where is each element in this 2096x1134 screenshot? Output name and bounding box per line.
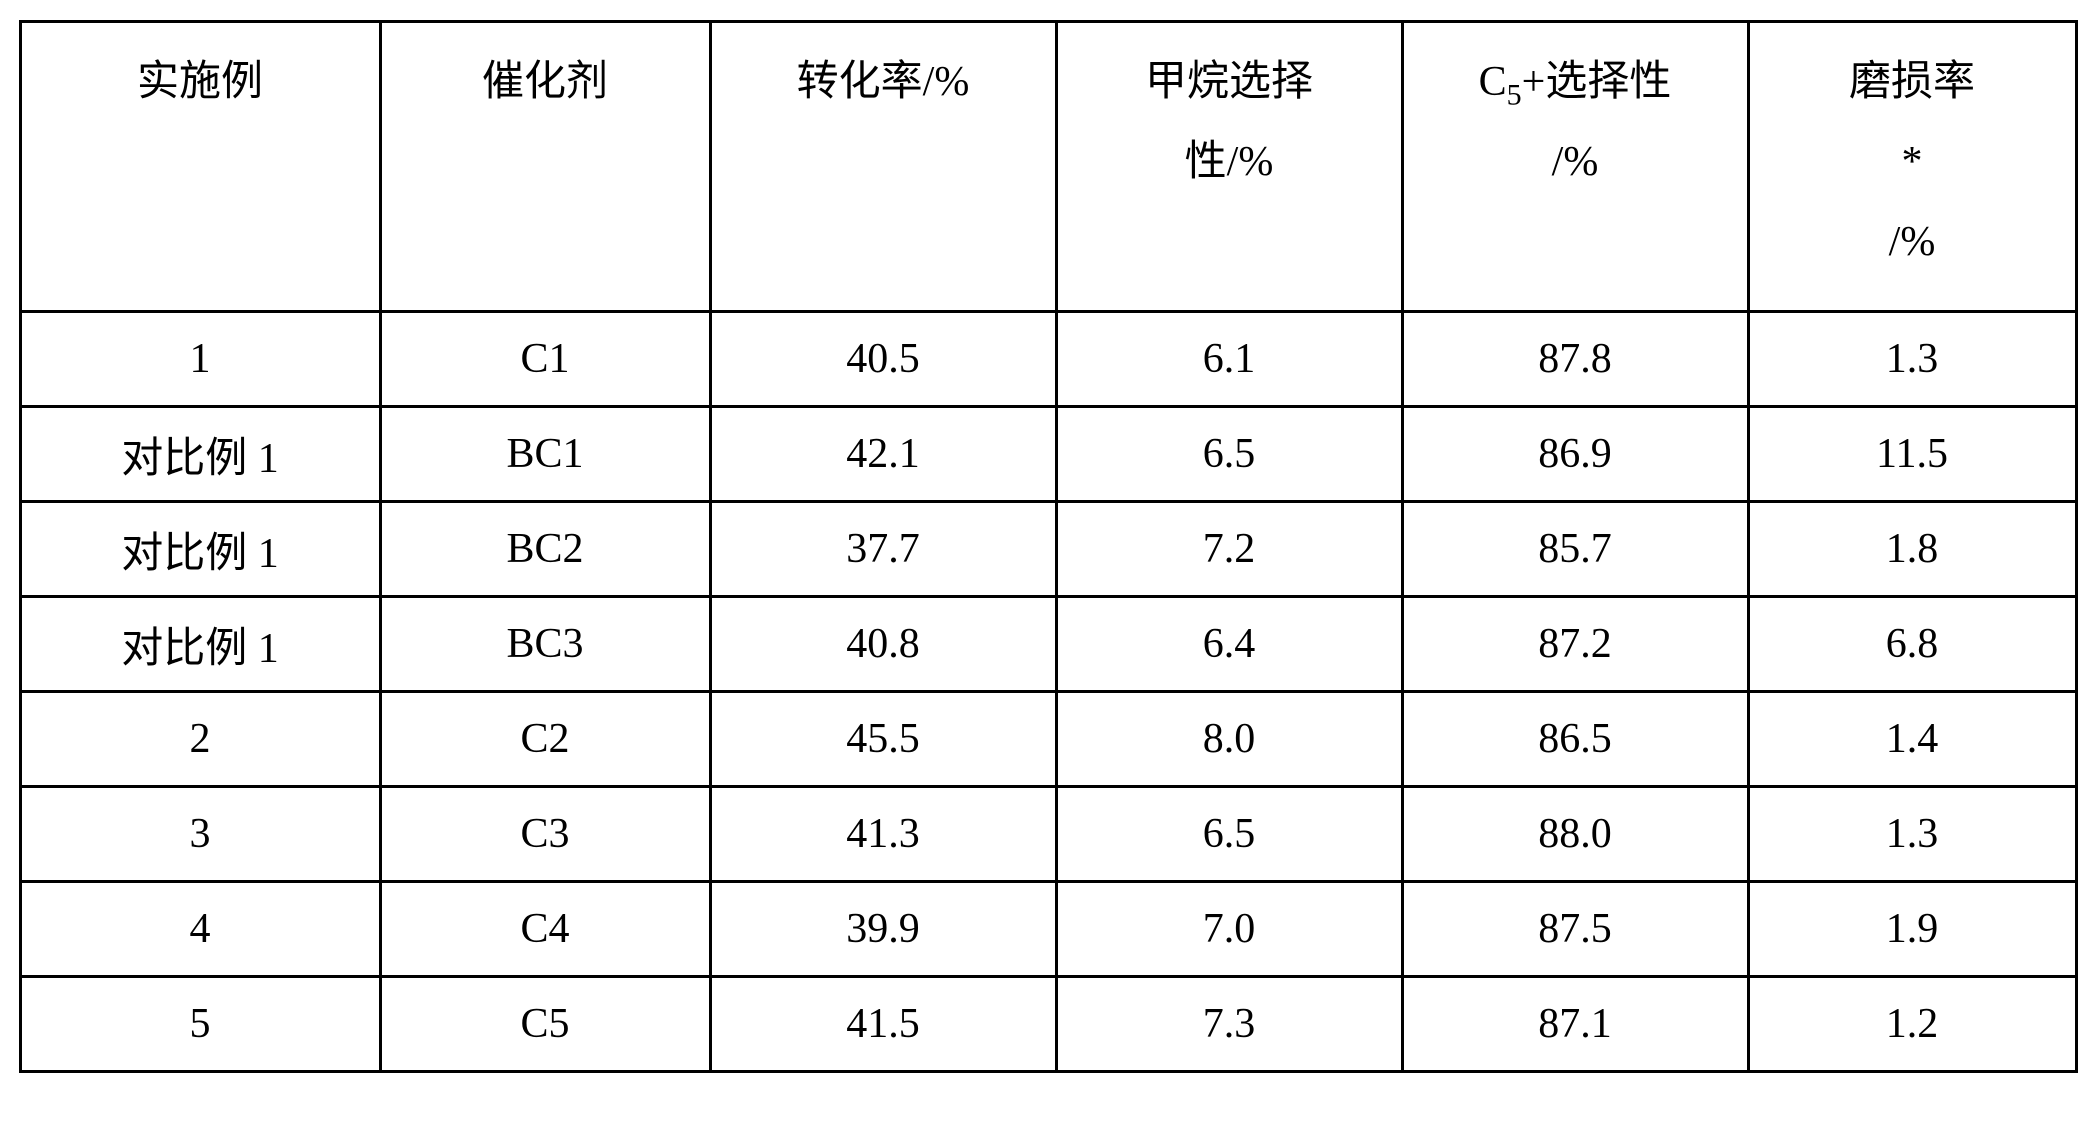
- cell-conversion: 42.1: [710, 407, 1056, 502]
- header-methane-selectivity: 甲烷选择 性/%: [1056, 22, 1402, 312]
- cell-wear: 1.8: [1748, 502, 2076, 597]
- cell-methane: 6.5: [1056, 787, 1402, 882]
- header-example: 实施例: [20, 22, 380, 312]
- header-catalyst-text: 催化剂: [482, 59, 608, 105]
- cell-wear: 1.9: [1748, 882, 2076, 977]
- header-wear-rate: 磨损率 * /%: [1748, 22, 2076, 312]
- cell-c5: 85.7: [1402, 502, 1748, 597]
- table-row: 对比例 1 BC1 42.1 6.5 86.9 11.5: [20, 407, 2076, 502]
- cell-wear: 1.3: [1748, 787, 2076, 882]
- cell-methane: 7.2: [1056, 502, 1402, 597]
- table-header: 实施例 催化剂 转化率/% 甲烷选择 性/% C5+选择性 /% 磨损率 * /…: [20, 22, 2076, 312]
- cell-c5: 88.0: [1402, 787, 1748, 882]
- cell-conversion: 41.3: [710, 787, 1056, 882]
- table-row: 1 C1 40.5 6.1 87.8 1.3: [20, 312, 2076, 407]
- cell-methane: 6.1: [1056, 312, 1402, 407]
- header-methane-line1: 甲烷选择: [1062, 43, 1397, 123]
- cell-conversion: 40.5: [710, 312, 1056, 407]
- cell-c5: 87.2: [1402, 597, 1748, 692]
- cell-methane: 8.0: [1056, 692, 1402, 787]
- cell-c5: 87.5: [1402, 882, 1748, 977]
- cell-example: 对比例 1: [20, 407, 380, 502]
- cell-conversion: 45.5: [710, 692, 1056, 787]
- header-example-text: 实施例: [137, 59, 263, 105]
- cell-c5: 87.1: [1402, 977, 1748, 1072]
- header-c5-selectivity: C5+选择性 /%: [1402, 22, 1748, 312]
- cell-example: 4: [20, 882, 380, 977]
- cell-methane: 7.3: [1056, 977, 1402, 1072]
- cell-methane: 6.5: [1056, 407, 1402, 502]
- cell-conversion: 41.5: [710, 977, 1056, 1072]
- cell-c5: 87.8: [1402, 312, 1748, 407]
- cell-catalyst: C1: [380, 312, 710, 407]
- cell-c5: 86.5: [1402, 692, 1748, 787]
- cell-catalyst: BC2: [380, 502, 710, 597]
- cell-methane: 7.0: [1056, 882, 1402, 977]
- table-row: 2 C2 45.5 8.0 86.5 1.4: [20, 692, 2076, 787]
- cell-wear: 1.2: [1748, 977, 2076, 1072]
- cell-example: 2: [20, 692, 380, 787]
- cell-example: 5: [20, 977, 380, 1072]
- header-row: 实施例 催化剂 转化率/% 甲烷选择 性/% C5+选择性 /% 磨损率 * /…: [20, 22, 2076, 312]
- header-catalyst: 催化剂: [380, 22, 710, 312]
- header-c5-line1: C5+选择性: [1408, 43, 1743, 123]
- c5-subscript: 5: [1507, 78, 1522, 111]
- cell-catalyst: C3: [380, 787, 710, 882]
- c5-prefix: C: [1479, 59, 1507, 105]
- cell-example: 对比例 1: [20, 597, 380, 692]
- table-row: 对比例 1 BC3 40.8 6.4 87.2 6.8: [20, 597, 2076, 692]
- table-row: 4 C4 39.9 7.0 87.5 1.9: [20, 882, 2076, 977]
- header-c5-line2: /%: [1408, 123, 1743, 203]
- cell-conversion: 39.9: [710, 882, 1056, 977]
- header-wear-line3: /%: [1754, 203, 2071, 283]
- header-conversion: 转化率/%: [710, 22, 1056, 312]
- cell-wear: 1.3: [1748, 312, 2076, 407]
- cell-catalyst: BC1: [380, 407, 710, 502]
- cell-catalyst: C4: [380, 882, 710, 977]
- cell-example: 对比例 1: [20, 502, 380, 597]
- cell-conversion: 37.7: [710, 502, 1056, 597]
- cell-conversion: 40.8: [710, 597, 1056, 692]
- header-wear-line2: *: [1754, 123, 2071, 203]
- table-row: 5 C5 41.5 7.3 87.1 1.2: [20, 977, 2076, 1072]
- header-conversion-text: 转化率/%: [797, 59, 970, 105]
- data-table: 实施例 催化剂 转化率/% 甲烷选择 性/% C5+选择性 /% 磨损率 * /…: [19, 20, 2078, 1073]
- header-wear-line1: 磨损率: [1754, 43, 2071, 123]
- table-body: 1 C1 40.5 6.1 87.8 1.3 对比例 1 BC1 42.1 6.…: [20, 312, 2076, 1072]
- cell-example: 1: [20, 312, 380, 407]
- cell-catalyst: C2: [380, 692, 710, 787]
- table-row: 3 C3 41.3 6.5 88.0 1.3: [20, 787, 2076, 882]
- cell-catalyst: C5: [380, 977, 710, 1072]
- cell-wear: 1.4: [1748, 692, 2076, 787]
- table-row: 对比例 1 BC2 37.7 7.2 85.7 1.8: [20, 502, 2076, 597]
- cell-catalyst: BC3: [380, 597, 710, 692]
- cell-wear: 6.8: [1748, 597, 2076, 692]
- cell-methane: 6.4: [1056, 597, 1402, 692]
- c5-suffix: +选择性: [1522, 59, 1672, 105]
- cell-example: 3: [20, 787, 380, 882]
- cell-wear: 11.5: [1748, 407, 2076, 502]
- header-methane-line2: 性/%: [1062, 123, 1397, 203]
- cell-c5: 86.9: [1402, 407, 1748, 502]
